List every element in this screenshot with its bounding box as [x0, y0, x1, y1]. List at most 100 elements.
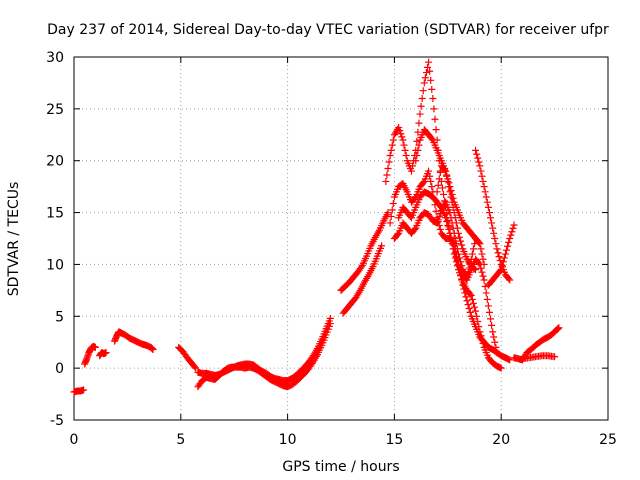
- data-point: [476, 240, 484, 248]
- data-point: [477, 245, 485, 253]
- data-point: [494, 249, 502, 257]
- data-point: [477, 264, 485, 272]
- data-point: [443, 171, 451, 179]
- data-point: [428, 85, 436, 93]
- data-point: [501, 250, 509, 258]
- data-point: [445, 225, 453, 233]
- data-point: [452, 253, 460, 261]
- data-point: [460, 285, 468, 293]
- data-point: [387, 146, 395, 154]
- data-point: [496, 257, 504, 265]
- data-point: [442, 167, 450, 175]
- data-point: [431, 115, 439, 123]
- data-point: [478, 268, 486, 276]
- data-point: [425, 58, 433, 66]
- series-segment-6: [194, 314, 334, 385]
- data-point: [473, 150, 481, 158]
- data-point: [434, 216, 442, 224]
- data-point: [481, 188, 489, 196]
- data-point: [444, 222, 452, 230]
- data-point: [440, 190, 448, 198]
- data-point: [474, 154, 482, 162]
- data-point: [438, 184, 446, 192]
- data-point: [483, 295, 491, 303]
- data-point: [480, 276, 488, 284]
- data-point: [411, 194, 419, 202]
- data-point: [435, 175, 443, 183]
- data-point: [476, 260, 484, 268]
- data-point: [102, 349, 110, 357]
- axis-ticks: 0 5 10 15 20 25 -5 0 5 10 15 20 25 30: [46, 50, 617, 448]
- data-point: [396, 127, 404, 135]
- data-point: [478, 250, 486, 258]
- data-point: [500, 254, 508, 262]
- series-segment-8: [339, 242, 386, 317]
- data-point: [412, 157, 420, 165]
- data-point: [407, 167, 415, 175]
- y-tick-label: 25: [46, 102, 64, 118]
- data-point: [441, 166, 449, 174]
- data-point: [433, 188, 441, 196]
- data-point: [497, 364, 505, 372]
- data-point: [436, 210, 444, 218]
- data-point: [462, 293, 470, 301]
- data-point: [418, 94, 426, 102]
- data-point: [419, 179, 427, 187]
- data-point: [476, 162, 484, 170]
- data-point: [149, 345, 157, 353]
- data-point: [469, 299, 477, 307]
- series-segment-3: [111, 328, 157, 353]
- data-point: [419, 87, 427, 95]
- data-point: [421, 74, 429, 82]
- data-point: [490, 229, 498, 237]
- data-point: [397, 130, 405, 138]
- data-point: [466, 290, 474, 298]
- data-point: [402, 152, 410, 160]
- data-point: [506, 235, 514, 242]
- series-segment-7: [337, 209, 392, 294]
- data-point: [484, 302, 492, 310]
- data-point: [510, 221, 518, 229]
- data-point: [192, 364, 200, 372]
- data-point: [386, 152, 394, 160]
- data-point: [488, 321, 496, 329]
- data-point: [436, 202, 444, 210]
- data-point: [495, 253, 503, 261]
- data-point: [499, 258, 507, 266]
- series-segment-14: [433, 162, 484, 248]
- data-point: [447, 233, 455, 241]
- data-point: [475, 238, 483, 246]
- y-tick-label: 20: [46, 154, 64, 170]
- data-point: [433, 219, 441, 227]
- data-point: [468, 250, 476, 258]
- data-point: [504, 242, 512, 250]
- y-tick-label: 30: [46, 50, 64, 66]
- data-point: [475, 259, 483, 267]
- data-point: [555, 324, 563, 332]
- data-point: [429, 94, 437, 102]
- data-point: [493, 245, 501, 253]
- x-tick-label: 10: [279, 432, 297, 448]
- data-point: [492, 240, 500, 248]
- data-point: [389, 136, 397, 144]
- series-segment-1: [81, 342, 99, 368]
- data-point: [432, 126, 440, 134]
- data-point: [479, 255, 487, 263]
- data-point: [409, 162, 417, 170]
- data-point: [489, 224, 497, 232]
- data-point: [447, 187, 455, 195]
- data-point: [451, 249, 459, 257]
- data-point: [453, 257, 461, 265]
- data-point: [508, 228, 516, 236]
- data-point: [427, 76, 435, 84]
- data-point: [399, 136, 407, 144]
- data-point: [448, 190, 456, 198]
- x-tick-label: 15: [385, 432, 403, 448]
- data-point: [452, 219, 460, 227]
- plot-frame: [73, 56, 609, 421]
- data-point: [506, 356, 514, 364]
- data-point: [448, 237, 456, 245]
- x-tick-label: 20: [492, 432, 510, 448]
- data-point: [509, 224, 517, 232]
- x-tick-label: 0: [70, 432, 79, 448]
